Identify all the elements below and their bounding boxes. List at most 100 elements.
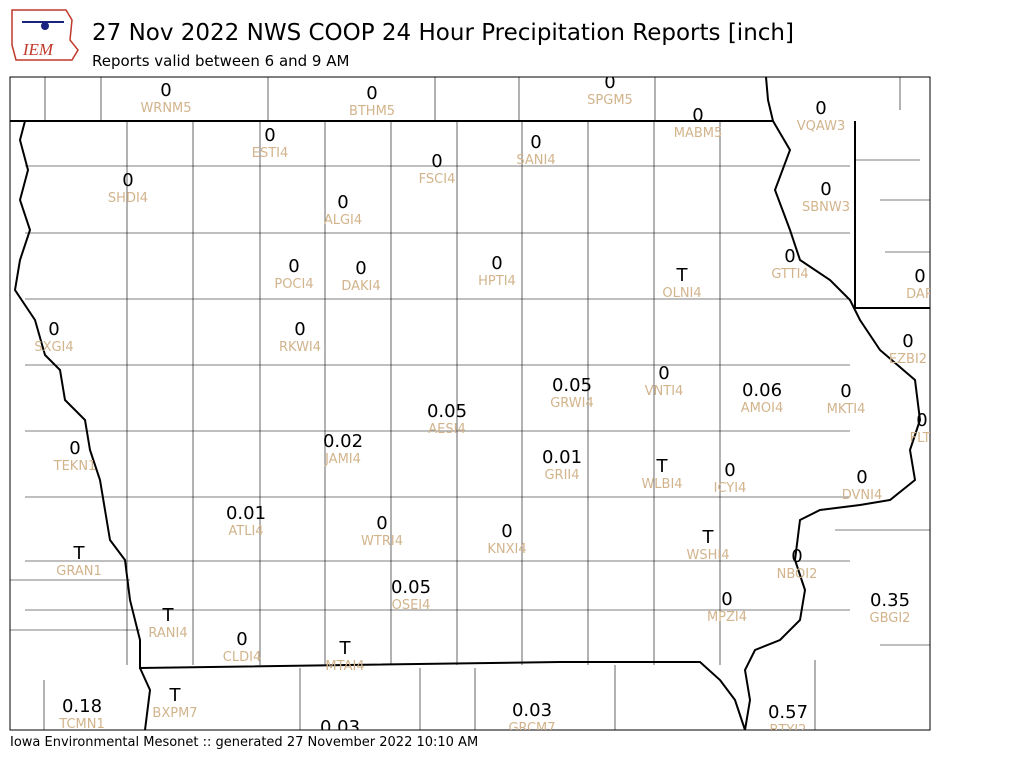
station-id: FSCI4 (419, 172, 456, 187)
station-id: ESTI4 (252, 146, 289, 161)
precip-value: 0 (491, 253, 502, 274)
station-id: VNTI4 (645, 384, 684, 399)
station-id: GBGI2 (870, 611, 911, 626)
logo: IEM (11, 9, 79, 61)
precip-value: 0.01 (226, 503, 266, 524)
precip-value: T (73, 543, 86, 564)
station-id: TCMN1 (58, 717, 104, 732)
station-id: WLBI4 (641, 477, 682, 492)
precip-value: 0 (916, 410, 927, 431)
precip-value: 0 (48, 319, 59, 340)
station-id: GRWI4 (550, 396, 594, 411)
station-id: MABM5 (674, 126, 723, 141)
precip-value: 0 (294, 319, 305, 340)
station-id: GRCM7 (508, 721, 555, 736)
precip-value: 0 (288, 256, 299, 277)
station-id: FLTI (910, 431, 935, 446)
precip-value: 0.06 (742, 380, 782, 401)
station-id: OSEI4 (392, 598, 431, 613)
station-id: AMOI4 (741, 401, 783, 416)
precip-value: 0 (160, 80, 171, 101)
precip-value: T (339, 638, 352, 659)
precip-value: 0 (236, 629, 247, 650)
footer: Iowa Environmental Mesonet :: generated … (10, 735, 478, 750)
station-id: BTYI2 (770, 723, 807, 738)
precip-value: 0 (122, 170, 133, 191)
precip-value: 0 (431, 151, 442, 172)
precip-value: 0 (337, 192, 348, 213)
precip-value: T (169, 685, 182, 706)
precip-value: 0.05 (427, 401, 467, 422)
precip-value: 0 (856, 467, 867, 488)
map (10, 77, 930, 730)
precip-value: 0 (784, 246, 795, 267)
station-id: BXPM7 (152, 706, 197, 721)
precip-value: 0.05 (552, 375, 592, 396)
station-id: TEKN1 (53, 459, 97, 474)
station-id: GTTI4 (771, 267, 808, 282)
precip-value: 0 (914, 266, 925, 287)
station-id: SBNW3 (802, 200, 850, 215)
precip-value: 0 (791, 546, 802, 567)
station-id: MKTI4 (827, 402, 866, 417)
station-id: WRNM5 (140, 101, 191, 116)
station-id: WTRI4 (361, 534, 403, 549)
precip-value: T (676, 265, 689, 286)
station-id: SXGI4 (34, 340, 73, 355)
precip-value: 0 (530, 132, 541, 153)
precip-value: 0 (69, 438, 80, 459)
station-id: SPGM5 (587, 93, 633, 108)
stations: 0WRNM50BTHM50SPGM50MABM50VQAW30ESTI40SAN… (34, 72, 935, 738)
station-id: RKWI4 (279, 340, 321, 355)
precip-value: 0 (376, 513, 387, 534)
precip-value: 0 (815, 98, 826, 119)
station-id: POCI4 (274, 277, 313, 292)
title: 27 Nov 2022 NWS COOP 24 Hour Precipitati… (92, 20, 794, 46)
station-id: JAMI4 (324, 452, 361, 467)
precip-value: 0 (366, 83, 377, 104)
station-id: MTAI4 (325, 659, 364, 674)
precip-value: 0 (721, 589, 732, 610)
station-id: VQAW3 (797, 119, 845, 134)
county-boundaries (10, 77, 930, 730)
map-frame (9, 76, 931, 731)
logo-text: IEM (22, 40, 54, 59)
station-id: DAR (906, 287, 934, 302)
station-id: SANI4 (516, 153, 555, 168)
station-id: BTHM5 (349, 104, 395, 119)
station-id: RANI4 (148, 626, 187, 641)
precip-value: T (656, 456, 669, 477)
station-id: AESI4 (428, 422, 465, 437)
station-id: SHDI4 (108, 191, 148, 206)
station-id: DAKI4 (341, 279, 380, 294)
station-id: WSHI4 (687, 548, 730, 563)
station-id: EZBI2 (889, 352, 927, 367)
station-id: NBOI2 (777, 567, 818, 582)
precip-value: 0.01 (542, 447, 582, 468)
station-id: ALGI4 (324, 213, 362, 228)
county-lines (10, 77, 930, 730)
station-id: DVNI4 (842, 488, 883, 503)
station-id: KNXI4 (487, 542, 526, 557)
precip-value: 0.03 (320, 717, 360, 738)
precip-value: 0 (692, 105, 703, 126)
station-id: CLDI4 (223, 650, 261, 665)
precip-value: T (162, 605, 175, 626)
precip-value: 0.03 (512, 700, 552, 721)
station-id: ICYI4 (714, 481, 747, 496)
precip-value: 0 (658, 363, 669, 384)
station-id: GRII4 (544, 468, 579, 483)
precip-value: 0 (840, 381, 851, 402)
precip-value: 0 (820, 179, 831, 200)
station-id: GRAN1 (56, 564, 101, 579)
subtitle: Reports valid between 6 and 9 AM (92, 52, 349, 70)
precip-value: T (702, 527, 715, 548)
precip-value: 0.05 (391, 577, 431, 598)
precip-value: 0.57 (768, 702, 808, 723)
precip-value: 0 (604, 72, 615, 93)
precip-value: 0.35 (870, 590, 910, 611)
precip-value: 0.18 (62, 696, 102, 717)
precip-value: 0 (355, 258, 366, 279)
station-id: MPZI4 (707, 610, 747, 625)
